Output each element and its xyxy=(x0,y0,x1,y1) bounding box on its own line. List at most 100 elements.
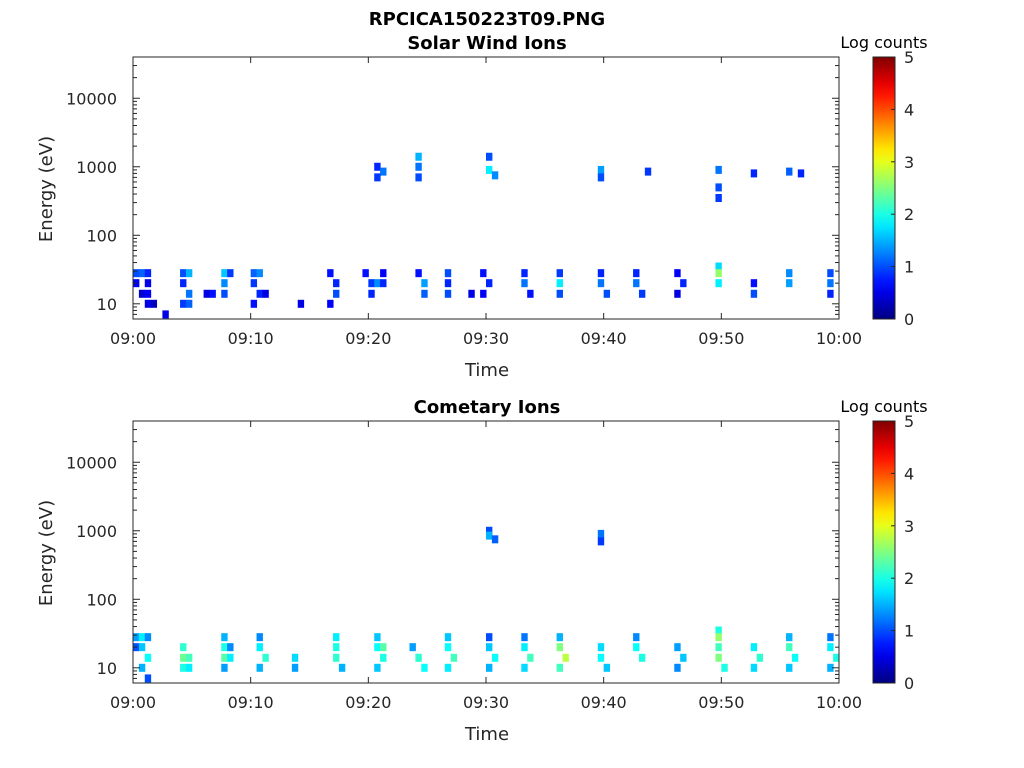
solar-wind-ions-cell xyxy=(750,289,758,298)
solar-wind-ions-cell xyxy=(827,279,834,288)
cometary-ions-cell xyxy=(521,663,528,672)
solar-wind-ions-cell xyxy=(715,194,722,203)
cometary-ions-cell xyxy=(486,663,493,672)
solar-wind-ions-cell xyxy=(486,152,493,161)
cometary-ions-cell xyxy=(444,643,452,652)
solar-wind-ions-panel: Solar Wind Ions Time Energy (eV) Log cou… xyxy=(36,33,928,381)
cometary-ions-cell xyxy=(444,633,452,642)
solar-wind-ions-cell xyxy=(185,299,193,308)
cometary-ions-cell xyxy=(486,531,493,540)
cometary-ions-cell xyxy=(256,643,263,652)
cometary-ions-xlabel: Time xyxy=(464,724,509,745)
cometary-ions-cell xyxy=(597,653,605,662)
solar-wind-ions-cell xyxy=(597,173,605,182)
cometary-ions-ylabel: Energy (eV) xyxy=(36,500,57,606)
cometary-ions-cell xyxy=(180,653,187,662)
solar-wind-ions-cell xyxy=(380,167,387,176)
cometary-ions-cell xyxy=(715,633,722,642)
cometary-ions-cell xyxy=(374,643,381,652)
solar-wind-ions-colorbar-tick-label: 1 xyxy=(904,258,914,277)
solar-wind-ions-cell xyxy=(362,269,369,278)
cometary-ions-cell xyxy=(138,663,146,672)
solar-wind-ions-cell xyxy=(674,289,681,298)
solar-wind-ions-cell xyxy=(633,269,640,278)
cometary-ions-cell xyxy=(180,663,187,672)
solar-wind-ions-cell xyxy=(262,289,269,298)
cometary-ions-cell xyxy=(556,663,563,672)
solar-wind-ions-cell xyxy=(221,289,228,298)
solar-wind-ions-ylabel: Energy (eV) xyxy=(36,136,57,242)
cometary-ions-y-tick-label: 100 xyxy=(86,590,117,609)
solar-wind-ions-cell xyxy=(556,289,563,298)
solar-wind-ions-cell xyxy=(444,289,452,298)
figure-title: RPCICA150223T09.PNG xyxy=(369,9,605,30)
cometary-ions-x-tick-label: 09:10 xyxy=(228,693,274,712)
solar-wind-ions-cell xyxy=(415,162,422,171)
solar-wind-ions-cell xyxy=(144,299,152,308)
solar-wind-ions-cell xyxy=(250,299,258,308)
solar-wind-ions-xlabel: Time xyxy=(464,360,509,381)
solar-wind-ions-cell xyxy=(180,299,187,308)
solar-wind-ions-cell xyxy=(144,289,152,298)
cometary-ions-cell xyxy=(185,653,193,662)
solar-wind-ions-cell xyxy=(468,289,475,298)
solar-wind-ions-cell xyxy=(256,289,263,298)
solar-wind-ions-cell xyxy=(680,279,687,288)
solar-wind-ions-cell xyxy=(827,289,834,298)
solar-wind-ions-cell xyxy=(333,279,340,288)
solar-wind-ions-cell xyxy=(556,269,563,278)
solar-wind-ions-cell xyxy=(150,299,158,308)
cometary-ions-cell xyxy=(333,643,340,652)
cometary-ions-colorbar-tick-label: 2 xyxy=(904,569,914,588)
solar-wind-ions-x-tick-label: 09:40 xyxy=(581,329,627,348)
solar-wind-ions-colorbar-tick-label: 2 xyxy=(904,205,914,224)
solar-wind-ions-cell xyxy=(368,289,375,298)
solar-wind-ions-cell xyxy=(162,310,169,319)
solar-wind-ions-cell xyxy=(786,167,793,176)
cometary-ions-cell xyxy=(374,633,381,642)
solar-wind-ions-x-tick-label: 09:50 xyxy=(698,329,744,348)
cometary-ions-cell xyxy=(256,663,263,672)
solar-wind-ions-cell xyxy=(715,279,722,288)
cometary-ions-colorbar-tick-label: 0 xyxy=(904,674,914,693)
solar-wind-ions-cell xyxy=(556,279,563,288)
solar-wind-ions-y-tick-label: 1000 xyxy=(76,158,117,177)
cometary-ions-cell xyxy=(521,643,528,652)
solar-wind-ions-cell xyxy=(256,269,263,278)
solar-wind-ions-colorbar-tick-label: 4 xyxy=(904,100,914,119)
solar-wind-ions-cell xyxy=(250,279,258,288)
solar-wind-ions-cell xyxy=(138,289,146,298)
solar-wind-ions-cell xyxy=(597,165,605,174)
cometary-ions-cell xyxy=(562,653,569,662)
cometary-ions-cell xyxy=(633,633,640,642)
cometary-ions-cell xyxy=(827,663,834,672)
cometary-ions-cell xyxy=(750,663,758,672)
cometary-ions-colorbar xyxy=(872,420,896,684)
solar-wind-ions-x-tick-label: 09:20 xyxy=(345,329,391,348)
cometary-ions-cell xyxy=(144,674,152,683)
cometary-ions-cells xyxy=(133,526,839,683)
solar-wind-ions-cell xyxy=(297,299,305,308)
cometary-ions-colorbar-tick-label: 3 xyxy=(904,517,914,536)
solar-wind-ions-cell xyxy=(144,279,152,288)
cometary-ions-cell xyxy=(409,643,416,652)
solar-wind-ions-cell xyxy=(674,269,681,278)
solar-wind-ions-x-tick-label: 09:30 xyxy=(463,329,509,348)
solar-wind-ions-y-tick-label: 10 xyxy=(97,295,117,314)
cometary-ions-x-tick-label: 10:00 xyxy=(816,693,862,712)
solar-wind-ions-cell xyxy=(827,269,834,278)
solar-wind-ions-cell xyxy=(144,269,152,278)
cometary-ions-cell xyxy=(486,643,493,652)
solar-wind-ions-cell xyxy=(380,269,387,278)
solar-wind-ions-cell xyxy=(486,165,493,174)
solar-wind-ions-cell xyxy=(715,165,722,174)
solar-wind-ions-cell xyxy=(786,279,793,288)
solar-wind-ions-cell xyxy=(203,289,210,298)
cometary-ions-x-tick-label: 09:20 xyxy=(345,693,391,712)
cometary-ions-cell xyxy=(185,663,193,672)
solar-wind-ions-cell xyxy=(138,269,146,278)
cometary-ions-cell xyxy=(380,653,387,662)
solar-wind-ions-cell xyxy=(527,289,534,298)
cometary-ions-y-tick-label: 10 xyxy=(97,659,117,678)
